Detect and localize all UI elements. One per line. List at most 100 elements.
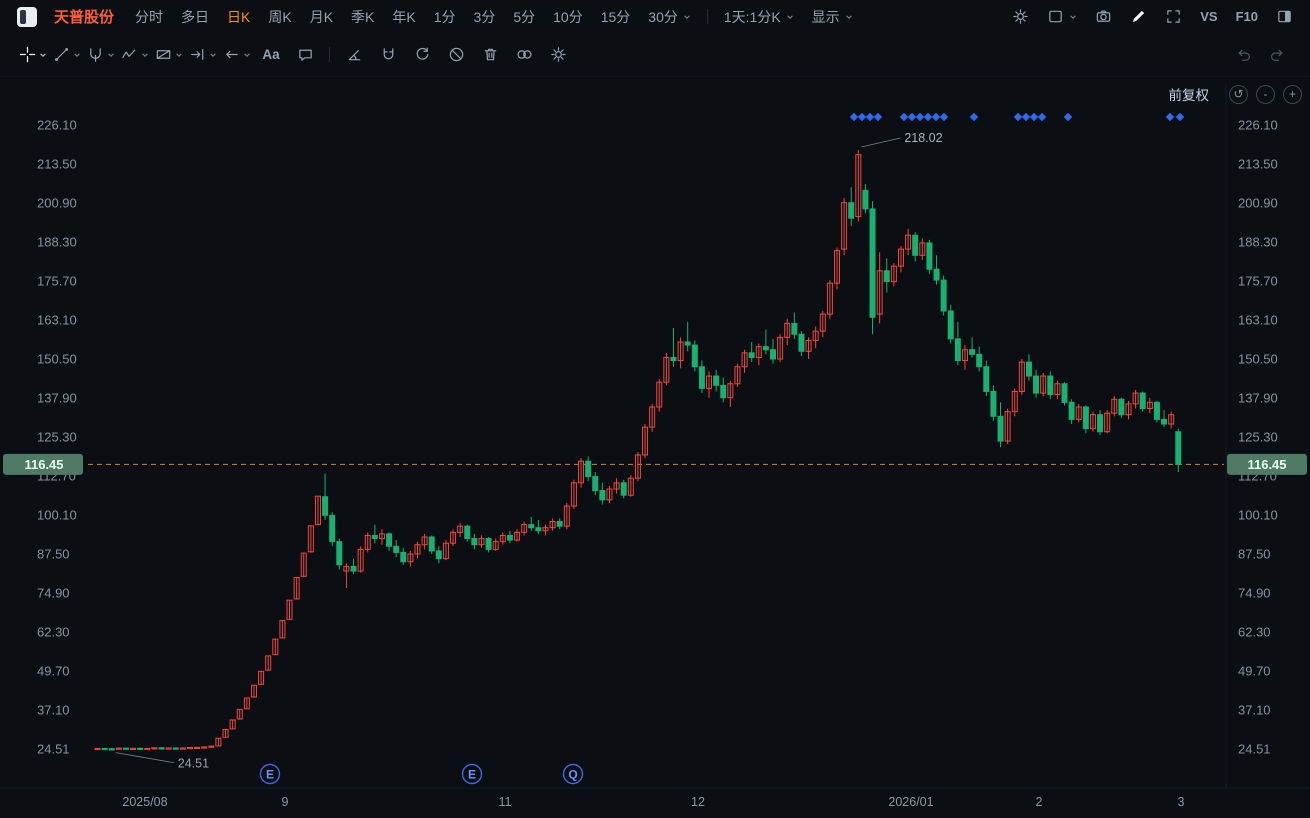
- delete-drawings-tool[interactable]: [473, 40, 507, 70]
- price-mark-tool[interactable]: [186, 40, 220, 70]
- candle: [890, 263, 897, 287]
- news-diamond-marker[interactable]: [931, 112, 941, 122]
- trendline-tool[interactable]: [50, 40, 84, 70]
- tab-year-k[interactable]: 年K: [383, 0, 424, 33]
- news-diamond-marker[interactable]: [1165, 112, 1175, 122]
- candle: [499, 532, 506, 545]
- tab-custom-period[interactable]: 1天:1分K: [715, 0, 803, 33]
- news-diamond-marker[interactable]: [1013, 112, 1023, 122]
- news-diamond-marker[interactable]: [923, 112, 933, 122]
- pattern-tool[interactable]: [152, 40, 186, 70]
- y-axis-label-left: 213.50: [37, 156, 77, 171]
- candle: [727, 380, 734, 407]
- arrow-tool[interactable]: [220, 40, 254, 70]
- candle: [343, 563, 350, 589]
- y-axis-label-right: 24.51: [1238, 741, 1271, 756]
- news-diamond-marker[interactable]: [1037, 112, 1047, 122]
- news-diamond-marker[interactable]: [1063, 112, 1073, 122]
- chevron-down-icon: [175, 51, 183, 59]
- candle: [556, 518, 563, 530]
- chevron-down-icon: [141, 51, 149, 59]
- drawing-settings[interactable]: [541, 40, 575, 70]
- undo-button[interactable]: [1226, 40, 1260, 70]
- tab-3min[interactable]: 3分: [465, 0, 505, 33]
- tab-weekly-k[interactable]: 周K: [259, 0, 300, 33]
- zoom-out-button[interactable]: -: [1256, 84, 1275, 104]
- indicator-settings[interactable]: [1003, 0, 1038, 33]
- tab-15min[interactable]: 15分: [592, 0, 640, 33]
- y-axis-label-left: 100.10: [37, 507, 77, 522]
- x-axis-label: 2026/01: [888, 795, 933, 809]
- right-panel-toggle[interactable]: [1267, 0, 1302, 33]
- y-axis-label-right: 226.10: [1238, 117, 1278, 132]
- crosshair-tool[interactable]: [16, 40, 50, 70]
- candle: [578, 458, 585, 488]
- layout-select[interactable]: [1038, 0, 1086, 33]
- news-diamond-marker[interactable]: [865, 112, 875, 122]
- reset-zoom-button[interactable]: ↺: [1229, 84, 1248, 104]
- news-diamond-marker[interactable]: [969, 112, 979, 122]
- candle: [393, 540, 400, 558]
- draw-pen[interactable]: [1121, 0, 1156, 33]
- link-drawings-tool[interactable]: [507, 40, 541, 70]
- continuous-draw-tool[interactable]: [405, 40, 439, 70]
- candle: [478, 535, 485, 548]
- event-badge-Q[interactable]: Q: [562, 763, 584, 785]
- tab-30min[interactable]: 30分: [639, 0, 700, 33]
- news-diamond-marker[interactable]: [873, 112, 883, 122]
- candle: [201, 746, 208, 749]
- tab-timeline[interactable]: 分时: [126, 0, 172, 33]
- text-tool[interactable]: Aa: [254, 40, 288, 70]
- news-diamond-marker[interactable]: [849, 112, 859, 122]
- news-diamond-marker[interactable]: [907, 112, 917, 122]
- tab-multiday[interactable]: 多日: [172, 0, 218, 33]
- tab-5min[interactable]: 5分: [504, 0, 544, 33]
- y-axis-label-left: 74.90: [37, 585, 70, 600]
- fullscreen[interactable]: [1156, 0, 1191, 33]
- candle: [976, 346, 983, 372]
- sidebar-toggle[interactable]: [8, 0, 46, 33]
- tab-daily-k[interactable]: 日K: [218, 0, 259, 33]
- news-diamond-marker[interactable]: [1029, 112, 1039, 122]
- event-badge-E[interactable]: E: [259, 763, 281, 785]
- tab-quarter-k[interactable]: 季K: [342, 0, 383, 33]
- tab-1min[interactable]: 1分: [425, 0, 465, 33]
- candle: [983, 360, 990, 397]
- tab-10min[interactable]: 10分: [544, 0, 592, 33]
- news-diamond-marker[interactable]: [899, 112, 909, 122]
- candle: [1089, 411, 1096, 432]
- pitchfork-tool[interactable]: [84, 40, 118, 70]
- candle: [620, 479, 627, 499]
- candle: [1161, 410, 1168, 428]
- tab-30min-label: 30分: [648, 8, 678, 25]
- display-menu[interactable]: 显示: [803, 0, 862, 33]
- note-tool[interactable]: [288, 40, 322, 70]
- news-diamond-marker[interactable]: [857, 112, 867, 122]
- f10-button[interactable]: F10: [1227, 0, 1267, 33]
- candle: [407, 550, 414, 567]
- screenshot[interactable]: [1086, 0, 1121, 33]
- magnet-tool[interactable]: [371, 40, 405, 70]
- news-diamond-marker[interactable]: [1021, 112, 1031, 122]
- hide-drawings-tool[interactable]: [439, 40, 473, 70]
- candle: [471, 533, 478, 550]
- zoom-in-button[interactable]: +: [1283, 84, 1302, 104]
- event-badge-E[interactable]: E: [461, 763, 483, 785]
- tab-3min-label: 3分: [473, 8, 496, 25]
- adjustment-mode-label[interactable]: 前复权: [1168, 88, 1210, 103]
- candle: [663, 352, 670, 386]
- news-diamond-marker[interactable]: [1175, 112, 1185, 122]
- candle: [229, 719, 236, 730]
- redo-button[interactable]: [1260, 40, 1294, 70]
- candle: [1118, 397, 1125, 418]
- wave-tool[interactable]: [118, 40, 152, 70]
- tab-monthly-k[interactable]: 月K: [301, 0, 342, 33]
- news-diamond-marker[interactable]: [915, 112, 925, 122]
- y-axis-label-left: 175.70: [37, 273, 77, 288]
- angle-tool[interactable]: [337, 40, 371, 70]
- news-diamond-marker[interactable]: [939, 112, 949, 122]
- vs-button[interactable]: VS: [1191, 0, 1226, 33]
- candle: [798, 331, 805, 356]
- stock-title[interactable]: 天普股份: [46, 0, 126, 33]
